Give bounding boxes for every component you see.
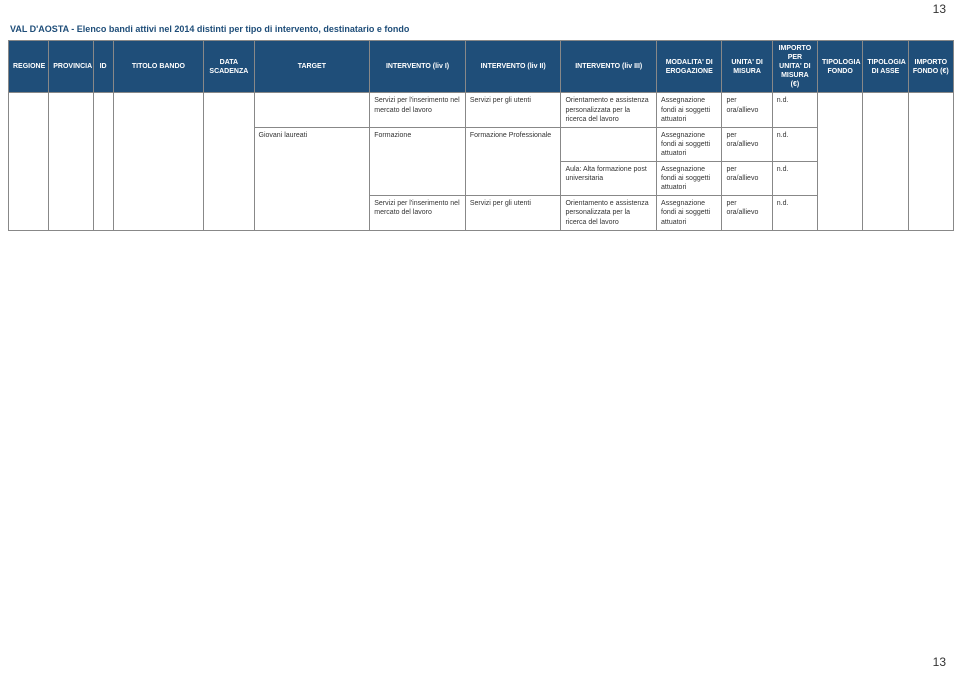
table-head: REGIONE PROVINCIA ID TITOLO BANDO DATA S…: [9, 41, 954, 93]
cell-target: [254, 93, 370, 127]
cell-provincia: [49, 93, 93, 230]
page-number-bottom: 13: [933, 655, 946, 669]
cell-liv1: Servizi per l'inserimento nel mercato de…: [370, 196, 466, 230]
cell-importo-per: n.d.: [772, 127, 817, 161]
cell-id: [93, 93, 113, 230]
cell-titolo: [113, 93, 204, 230]
th-regione: REGIONE: [9, 41, 49, 93]
cell-importo: [908, 93, 953, 230]
cell-liv2: Formazione Professionale: [465, 127, 561, 196]
th-id: ID: [93, 41, 113, 93]
th-tip-asse: TIPOLOGIA DI ASSE: [863, 41, 908, 93]
th-data: DATA SCADENZA: [204, 41, 254, 93]
cell-unita: per ora/allievo: [722, 196, 772, 230]
th-unita: UNITA' DI MISURA: [722, 41, 772, 93]
table-row: Servizi per l'inserimento nel mercato de…: [9, 93, 954, 127]
cell-mod: Assegnazione fondi ai soggetti attuatori: [657, 93, 722, 127]
cell-importo-per: n.d.: [772, 93, 817, 127]
cell-data: [204, 93, 254, 230]
th-liv1: INTERVENTO (liv I): [370, 41, 466, 93]
cell-unita: per ora/allievo: [722, 162, 772, 196]
cell-importo-per: n.d.: [772, 196, 817, 230]
cell-regione: [9, 93, 49, 230]
page-container: 13 VAL D'AOSTA - Elenco bandi attivi nel…: [0, 0, 960, 673]
th-importo-per: IMPORTO PER UNITA' DI MISURA (€): [772, 41, 817, 93]
cell-mod: Assegnazione fondi ai soggetti attuatori: [657, 196, 722, 230]
cell-unita: per ora/allievo: [722, 93, 772, 127]
th-liv2: INTERVENTO (liv II): [465, 41, 561, 93]
cell-liv1: Servizi per l'inserimento nel mercato de…: [370, 93, 466, 127]
th-provincia: PROVINCIA: [49, 41, 93, 93]
cell-tip-asse: [863, 93, 908, 230]
cell-mod: Assegnazione fondi ai soggetti attuatori: [657, 127, 722, 161]
cell-mod: Assegnazione fondi ai soggetti attuatori: [657, 162, 722, 196]
th-tip-fondo: TIPOLOGIA FONDO: [818, 41, 863, 93]
th-importo: IMPORTO FONDO (€): [908, 41, 953, 93]
th-titolo: TITOLO BANDO: [113, 41, 204, 93]
cell-tip-fondo: [818, 93, 863, 230]
cell-liv3: Orientamento e assistenza personalizzata…: [561, 93, 657, 127]
th-target: TARGET: [254, 41, 370, 93]
cell-liv2: Servizi per gli utenti: [465, 93, 561, 127]
page-title: VAL D'AOSTA - Elenco bandi attivi nel 20…: [10, 24, 952, 34]
cell-importo-per: n.d.: [772, 162, 817, 196]
cell-liv3: [561, 127, 657, 161]
page-number-top: 13: [933, 2, 946, 16]
cell-target: Giovani laureati: [254, 127, 370, 230]
table-body: Servizi per l'inserimento nel mercato de…: [9, 93, 954, 230]
th-mod: MODALITA' DI EROGAZIONE: [657, 41, 722, 93]
cell-unita: per ora/allievo: [722, 127, 772, 161]
header-row: REGIONE PROVINCIA ID TITOLO BANDO DATA S…: [9, 41, 954, 93]
cell-liv2: Servizi per gli utenti: [465, 196, 561, 230]
cell-liv1: Formazione: [370, 127, 466, 196]
cell-liv3: Aula: Alta formazione post universitaria: [561, 162, 657, 196]
th-liv3: INTERVENTO (liv III): [561, 41, 657, 93]
cell-liv3: Orientamento e assistenza personalizzata…: [561, 196, 657, 230]
main-table: REGIONE PROVINCIA ID TITOLO BANDO DATA S…: [8, 40, 954, 231]
